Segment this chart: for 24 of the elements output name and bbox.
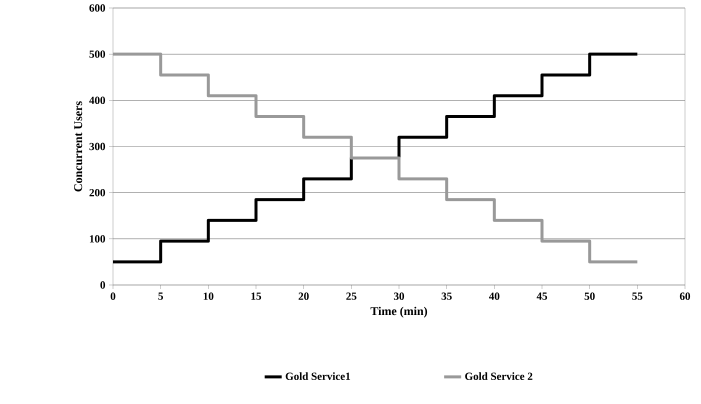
x-tick-label: 30: [394, 292, 404, 300]
y-tick-label: 400: [89, 96, 106, 104]
x-tick-label: 50: [584, 292, 595, 300]
y-tick-label: 600: [89, 4, 106, 12]
x-tick-label: 25: [346, 292, 356, 300]
y-tick-label: 200: [89, 188, 106, 196]
y-tick-label: 500: [89, 50, 106, 58]
x-tick-label: 20: [298, 292, 309, 300]
x-tick-label: 55: [632, 292, 642, 300]
x-tick-label: 60: [680, 292, 690, 300]
x-tick-label: 0: [110, 292, 116, 300]
y-axis-title: Concurrent Users: [74, 101, 82, 192]
x-tick-label: 40: [489, 292, 500, 300]
legend-label: Gold Service1: [286, 372, 350, 380]
x-tick-label: 10: [204, 292, 214, 300]
x-tick-label: 15: [251, 292, 262, 300]
x-tick-label: 35: [442, 292, 452, 300]
y-tick-label: 100: [90, 235, 106, 243]
x-tick-label: 5: [158, 292, 164, 300]
y-tick-label: 0: [100, 281, 106, 289]
x-tick-label: 45: [536, 292, 548, 300]
x-axis-title: Time (min): [370, 306, 428, 318]
y-tick-label: 300: [89, 142, 106, 150]
legend-label: Gold Service 2: [465, 372, 532, 380]
